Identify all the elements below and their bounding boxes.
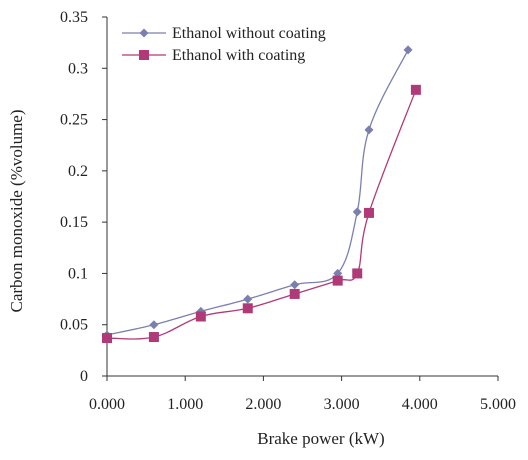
series-2 [102, 84, 421, 344]
y-tick-label: 0.1 [68, 265, 88, 282]
y-tick-label: 0.15 [60, 214, 88, 231]
data-point-square [410, 84, 421, 95]
x-tick-label: 5.000 [480, 396, 516, 413]
legend-label: Ethanol with coating [172, 47, 305, 64]
data-point-diamond [139, 28, 149, 38]
data-point-diamond [352, 207, 362, 217]
x-tick-label: 1.000 [167, 396, 203, 413]
x-axis-label: Brake power (kW) [257, 429, 384, 448]
y-tick-label: 0 [80, 368, 88, 385]
data-point-square [352, 268, 363, 279]
legend-entry: Ethanol with coating [122, 47, 305, 64]
data-point-square [102, 333, 112, 344]
series-line [106, 49, 409, 336]
data-point-diamond [149, 320, 159, 330]
y-tick-label: 0.05 [60, 317, 88, 334]
data-point-square [148, 332, 159, 343]
data-point-square [195, 311, 206, 322]
legend: Ethanol without coating Ethanol with coat… [122, 25, 326, 64]
data-point-square [139, 50, 149, 60]
data-point-square [242, 303, 253, 314]
y-axis-label: Carbon monoxide (%volume) [7, 109, 26, 312]
tick-labels: 0.000 1.000 2.000 3.000 4.000 5.000 0 0.05 0.1 0.… [60, 9, 516, 413]
legend-entry: Ethanol without coating [122, 25, 326, 42]
data-point-square [332, 275, 343, 286]
x-tick-label: 4.000 [402, 396, 438, 413]
y-tick-label: 0.2 [68, 163, 88, 180]
x-tick-label: 0.000 [89, 396, 125, 413]
series-1 [102, 45, 413, 340]
legend-label: Ethanol without coating [172, 25, 326, 42]
y-tick-label: 0.3 [68, 60, 88, 77]
data-point-diamond [290, 280, 300, 290]
data-point-square [363, 207, 374, 218]
data-point-diamond [364, 125, 374, 135]
x-tick-label: 2.000 [245, 396, 281, 413]
axes [102, 16, 499, 381]
x-tick-label: 3.000 [324, 396, 360, 413]
y-tick-label: 0.25 [60, 112, 88, 129]
data-point-square [289, 288, 300, 299]
y-tick-label: 0.35 [60, 9, 88, 26]
data-point-diamond [403, 45, 413, 55]
data-point-diamond [243, 294, 253, 304]
series-layer [102, 45, 421, 344]
